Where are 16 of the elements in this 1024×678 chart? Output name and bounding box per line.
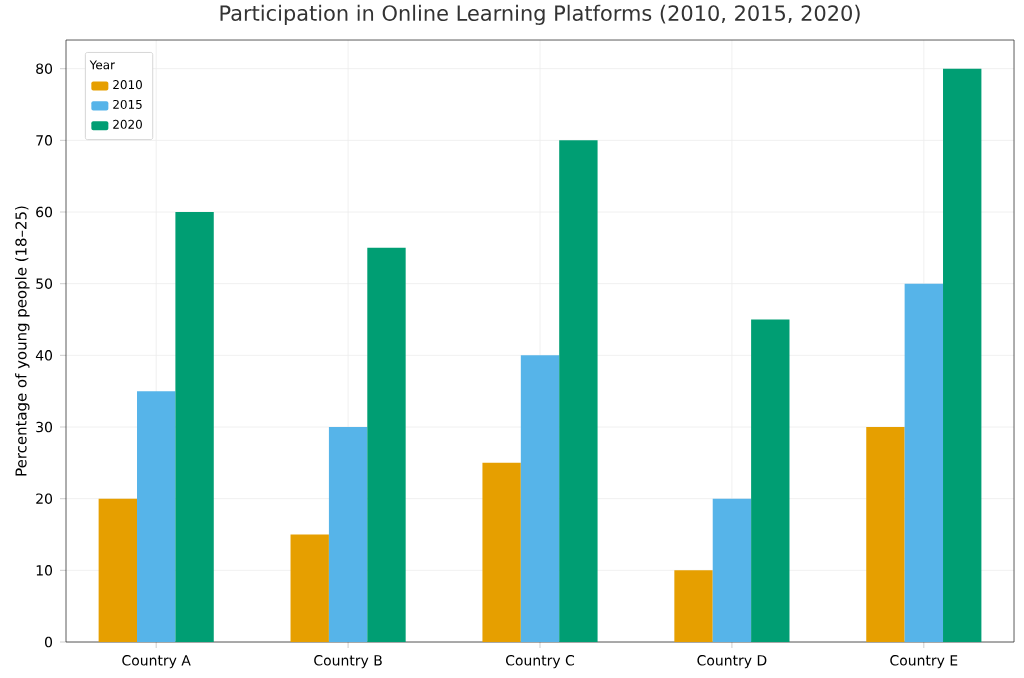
bar xyxy=(520,355,560,642)
bar xyxy=(367,247,406,642)
bar xyxy=(482,462,521,642)
chart-title: Participation in Online Learning Platforms (2010, 2015, 2020) xyxy=(220,4,860,26)
bar xyxy=(674,570,713,642)
bar xyxy=(137,391,176,642)
bar xyxy=(559,140,598,642)
bar xyxy=(712,498,752,642)
bar xyxy=(98,498,138,642)
bar xyxy=(943,68,982,642)
bar xyxy=(175,212,214,642)
bar xyxy=(904,283,944,642)
bar xyxy=(866,427,905,642)
bar xyxy=(290,534,329,642)
bar xyxy=(751,319,790,642)
bar xyxy=(328,427,368,642)
